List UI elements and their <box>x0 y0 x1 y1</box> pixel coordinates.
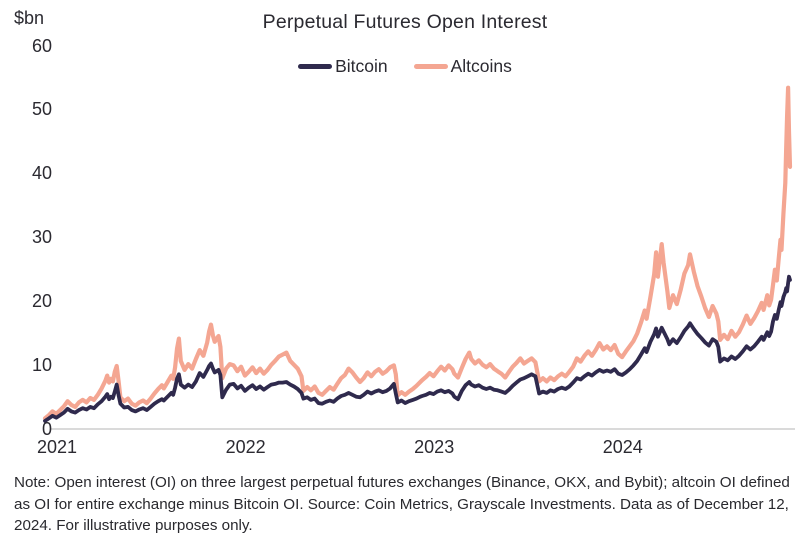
x-tick-label: 2022 <box>225 437 266 457</box>
y-tick-label: 10 <box>31 354 52 375</box>
x-tick-label: 2024 <box>602 437 643 457</box>
bitcoin-line <box>43 274 792 423</box>
altcoins-line-swatch-icon <box>413 63 448 69</box>
bitcoin-line-swatch-icon <box>298 63 333 69</box>
legend-label-altcoins: Altcoins <box>450 55 512 76</box>
x-tick-label: 2023 <box>414 437 455 457</box>
legend-label-bitcoin: Bitcoin <box>335 55 388 76</box>
y-tick-label: 60 <box>31 35 52 56</box>
footnote: Note: Open interest (OI) on three larges… <box>14 474 790 535</box>
y-tick-label: 0 <box>41 418 52 439</box>
chart-legend: Bitcoin Altcoins <box>0 54 810 78</box>
y-tick-label: 20 <box>31 290 52 311</box>
y-axis-units-label: $bn <box>14 8 45 28</box>
legend-item-altcoins: Altcoins <box>413 55 512 77</box>
plot-area <box>42 85 795 430</box>
y-tick-label: 40 <box>31 163 52 184</box>
x-tick-label: 2021 <box>36 437 78 457</box>
altcoins-line <box>42 85 793 421</box>
y-tick-label: 30 <box>31 227 52 248</box>
y-tick-label: 50 <box>31 99 52 120</box>
chart-title: Perpetual Futures Open Interest <box>262 11 548 33</box>
legend-item-bitcoin: Bitcoin <box>298 56 388 77</box>
